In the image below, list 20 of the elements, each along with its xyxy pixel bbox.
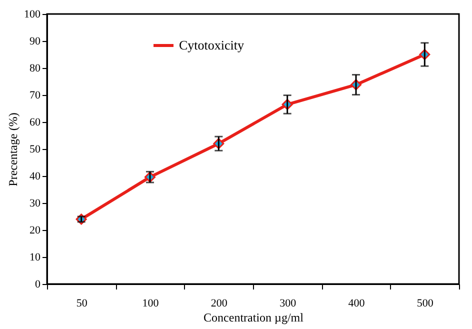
x-tick-label: 100 [142,298,160,310]
y-tick-label: 60 [30,116,41,128]
x-axis-title: Concentration µg/ml [204,310,304,324]
y-tick-label: 20 [30,224,41,236]
x-tick-label: 300 [280,298,297,310]
x-tick-label: 500 [416,298,434,310]
x-tick-label: 200 [210,298,228,310]
y-tick-label: 90 [30,36,41,48]
y-axis-title: Precentage (%) [6,112,20,186]
y-tick-label: 0 [35,278,41,290]
y-tick-label: 50 [30,144,41,156]
x-tick-label: 50 [76,298,88,310]
y-tick-label: 10 [30,252,41,264]
x-tick-label: 400 [348,298,366,310]
y-tick-label: 70 [30,90,41,102]
y-tick-label: 100 [24,8,41,20]
y-tick-label: 30 [30,198,41,210]
y-tick-label: 40 [30,170,41,182]
y-tick-label: 80 [30,62,41,74]
legend-label: Cytotoxicity [179,38,244,52]
